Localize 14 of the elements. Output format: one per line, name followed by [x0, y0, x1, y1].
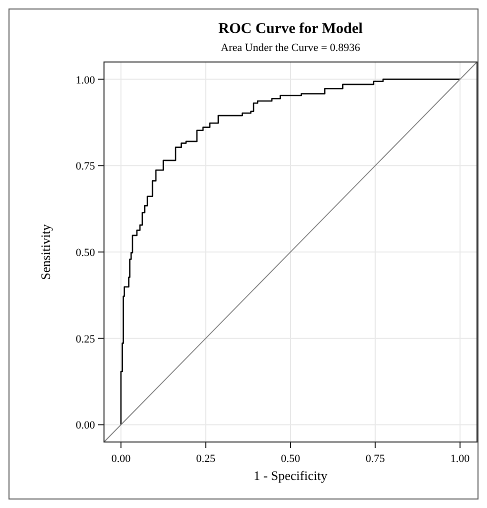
x-tick-label: 0.00 — [111, 453, 132, 465]
y-tick-label: 0.25 — [76, 333, 96, 346]
x-tick-label: 0.75 — [366, 453, 386, 465]
x-axis-title: 1 - Specificity — [254, 468, 328, 483]
y-tick-label: 0.50 — [76, 247, 96, 259]
x-tick-label: 1.00 — [450, 453, 470, 465]
y-tick-label: 0.75 — [76, 160, 96, 173]
chart-subtitle: Area Under the Curve = 0.8936 — [220, 42, 361, 54]
x-tick-label: 0.25 — [196, 453, 216, 465]
x-tick-label: 0.50 — [280, 453, 301, 465]
y-tick-label: 1.00 — [76, 74, 96, 86]
y-tick-label: 0.00 — [76, 420, 96, 432]
y-axis-title: Sensitivity — [38, 224, 53, 280]
chart-title: ROC Curve for Model — [218, 21, 363, 37]
